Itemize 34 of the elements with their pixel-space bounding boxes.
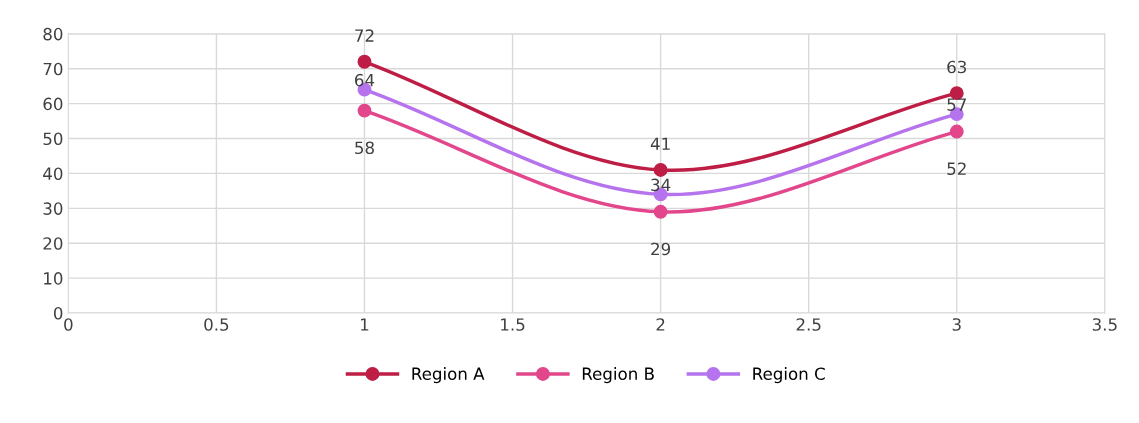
data-label: 64 xyxy=(355,73,375,87)
y-tick-label: 60 xyxy=(43,97,63,111)
x-tick-label: 3 xyxy=(952,318,961,331)
y-tick-label: 50 xyxy=(43,132,63,146)
data-label: 52 xyxy=(947,162,966,176)
legend-label: Region A xyxy=(412,367,485,384)
data-label: 34 xyxy=(651,178,671,192)
point xyxy=(357,54,372,69)
data-label: 58 xyxy=(355,141,374,155)
data-label: 41 xyxy=(650,137,670,150)
data-label: 72 xyxy=(355,29,374,42)
point xyxy=(357,103,372,118)
x-tick-label: 2.5 xyxy=(796,318,821,331)
point xyxy=(653,204,668,219)
legend-label: Region C xyxy=(753,367,825,384)
point xyxy=(653,162,668,177)
data-label: 57 xyxy=(947,98,966,111)
x-tick-label: 0 xyxy=(64,318,73,331)
y-tick-label: 20 xyxy=(43,237,63,250)
y-tick-label: 40 xyxy=(43,167,63,180)
data-label: 63 xyxy=(947,60,967,74)
x-tick-label: 0.5 xyxy=(204,318,229,331)
y-tick-label: 80 xyxy=(43,27,63,41)
y-tick-label: 0 xyxy=(53,306,63,320)
x-tick-label: 1.5 xyxy=(501,318,525,331)
x-tick-label: 2 xyxy=(656,318,665,331)
data-label: 29 xyxy=(651,242,671,256)
point xyxy=(949,124,964,139)
legend-label: Region B xyxy=(582,367,654,384)
y-tick-label: 30 xyxy=(43,202,63,215)
y-tick-label: 10 xyxy=(44,272,63,285)
y-tick-label: 70 xyxy=(43,62,63,76)
x-tick-label: 3.5 xyxy=(1092,318,1117,331)
x-tick-label: 1 xyxy=(361,318,369,331)
